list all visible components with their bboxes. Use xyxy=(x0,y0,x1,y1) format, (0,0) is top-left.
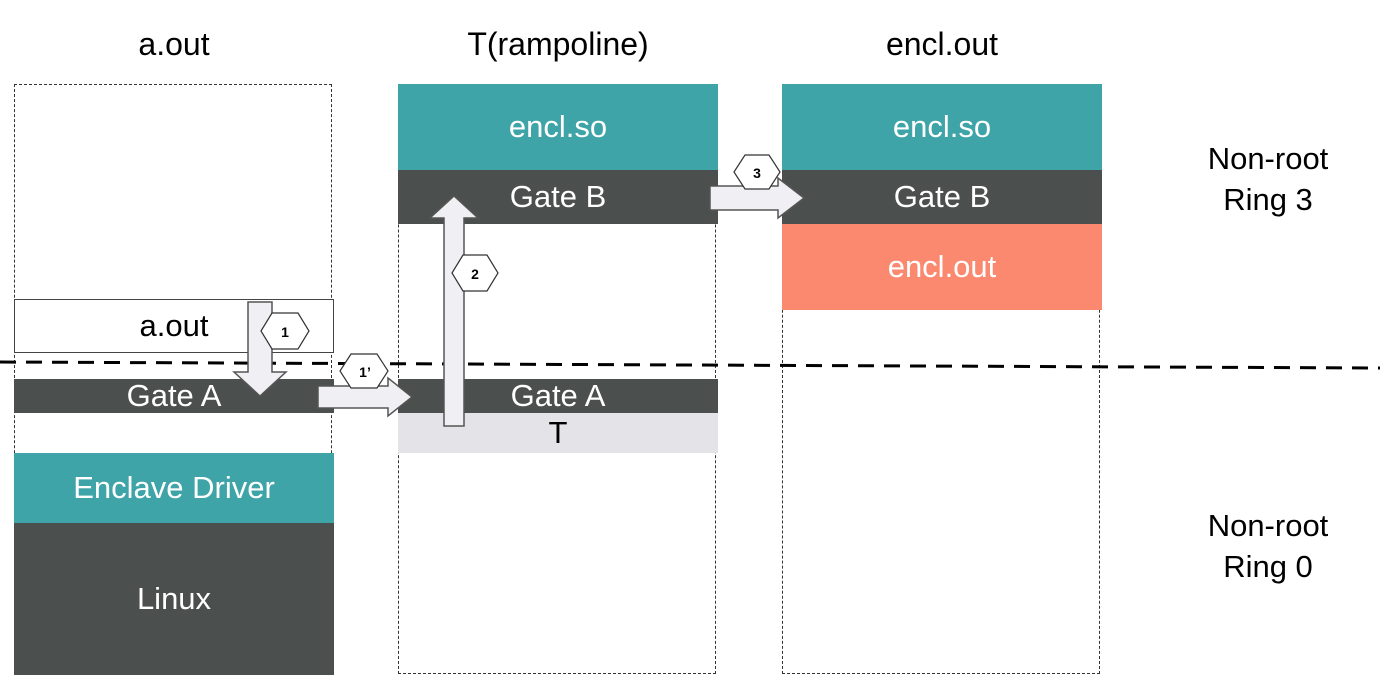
arrow-step-1-prime xyxy=(317,376,414,418)
ring0-label: Non-root Ring 0 xyxy=(1178,505,1358,587)
arrow-step-3 xyxy=(709,176,806,220)
trampoline-t-block: T xyxy=(398,413,718,453)
step-label-1: 1 xyxy=(281,324,289,340)
step-label-1-prime: 1’ xyxy=(359,364,371,380)
step-marker-1-prime: 1’ xyxy=(339,353,389,389)
step-marker-2: 2 xyxy=(451,254,499,292)
gate-a-block: Gate A xyxy=(14,378,334,413)
column-title-trampoline: T(rampoline) xyxy=(467,26,649,62)
ring-boundary-line xyxy=(0,360,1381,370)
encl-out-block: encl.out xyxy=(782,224,1102,310)
arrow-step-2 xyxy=(428,194,480,427)
step-label-2: 2 xyxy=(471,266,479,282)
encl-so-block: encl.so xyxy=(782,84,1102,170)
linux-block: Linux xyxy=(14,523,334,675)
enclave-driver-block: Enclave Driver xyxy=(14,453,334,523)
step-marker-1: 1 xyxy=(260,312,310,350)
gate-b-block: Gate B xyxy=(782,170,1102,224)
ring3-label-line1: Non-root xyxy=(1207,141,1329,176)
step-marker-3: 3 xyxy=(733,154,781,190)
ring0-label-line1: Non-root xyxy=(1207,508,1329,543)
step-label-3: 3 xyxy=(753,165,761,181)
column-title-aout: a.out xyxy=(138,26,210,62)
ring3-label-line2: Ring 3 xyxy=(1223,182,1313,217)
enclout-column: encl.so Gate B encl.out xyxy=(782,84,1102,674)
column-title-enclout: encl.out xyxy=(885,26,999,62)
ring3-label: Non-root Ring 3 xyxy=(1178,138,1358,220)
ring0-label-line2: Ring 0 xyxy=(1223,549,1313,584)
encl-so-block: encl.so xyxy=(398,84,718,170)
